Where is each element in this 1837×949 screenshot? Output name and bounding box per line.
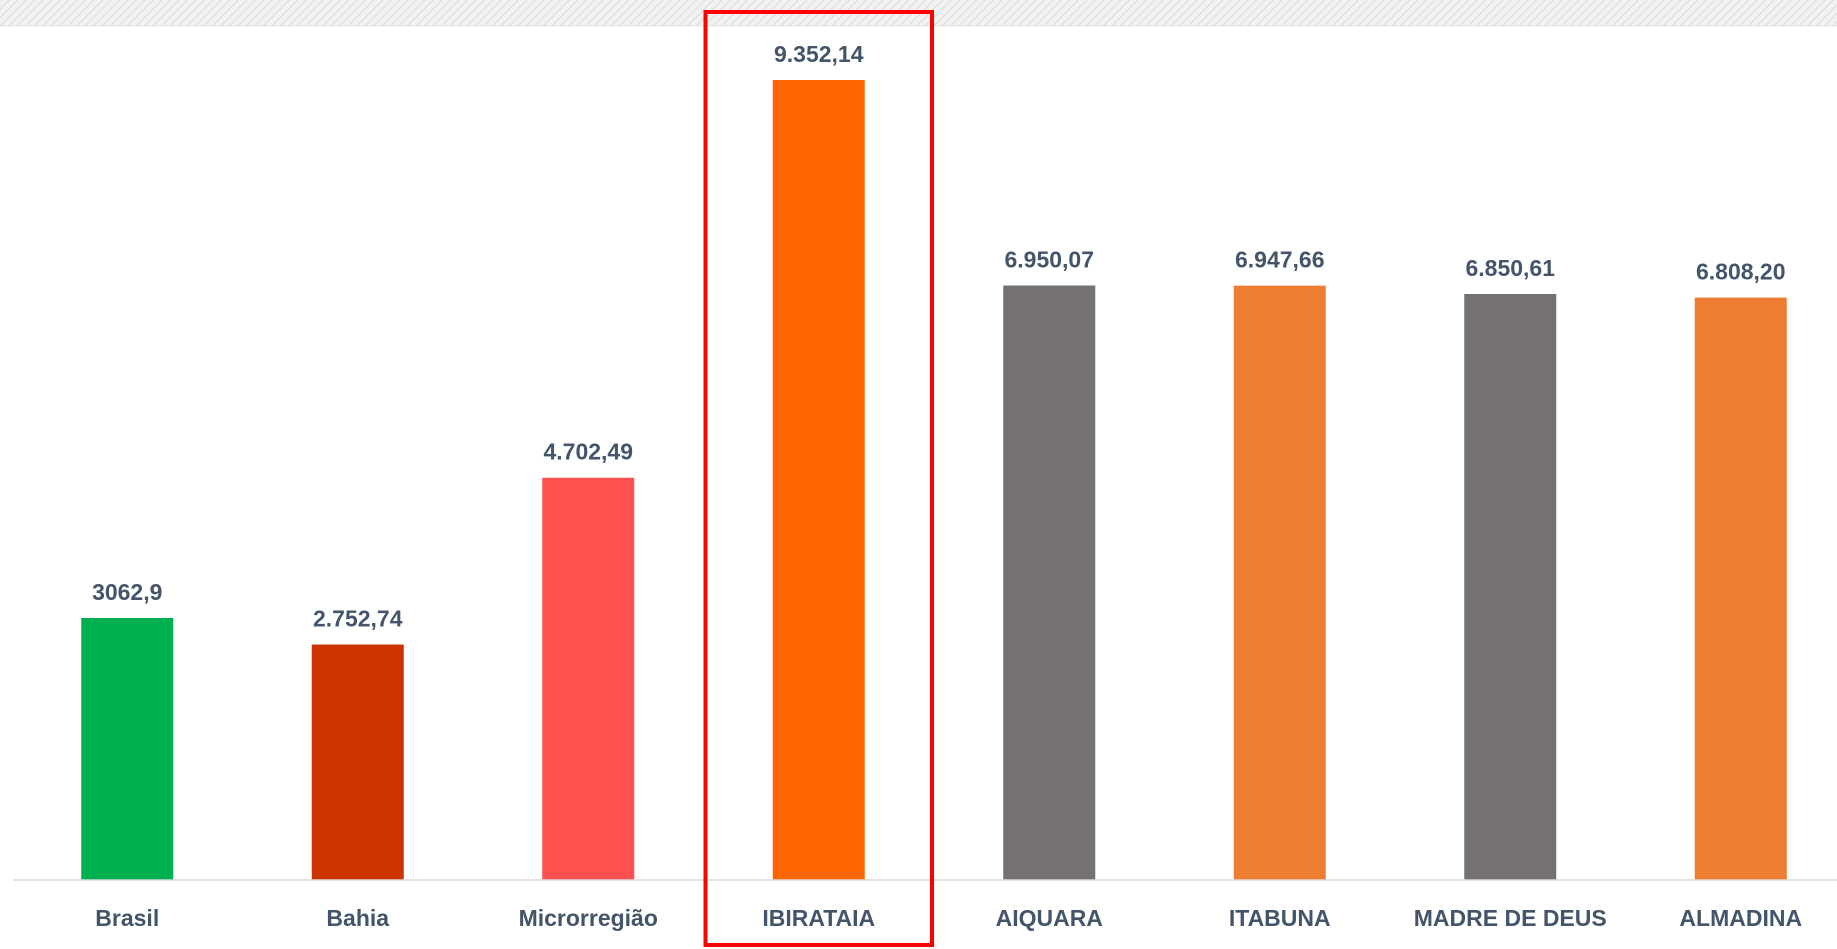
- bars-layer: [81, 80, 1787, 881]
- bar-itabuna: [1233, 285, 1326, 880]
- tick-label-microrregiao: Microrregião: [519, 905, 658, 931]
- bar-ibirataia: [772, 80, 865, 880]
- bar-microrregiao: [542, 477, 635, 880]
- bar-bahia: [311, 644, 404, 880]
- x-tick-labels: Brasil Bahia Microrregião IBIRATAIA AIQUARA I…: [95, 905, 1802, 931]
- tick-label-madre-de-deus: MADRE DE DEUS: [1414, 905, 1607, 931]
- bar-almadina: [1694, 297, 1787, 880]
- bar-madre-de-deus: [1464, 293, 1557, 880]
- tick-label-bahia: Bahia: [326, 905, 389, 931]
- value-label-brasil: 3062,9: [92, 579, 162, 605]
- bar-aiquara: [1003, 285, 1096, 881]
- tick-label-ibirataia: IBIRATAIA: [762, 905, 875, 931]
- value-label-aiquara: 6.950,07: [1004, 246, 1094, 272]
- value-label-microrregiao: 4.702,49: [543, 439, 633, 465]
- tick-label-almadina: ALMADINA: [1679, 905, 1802, 931]
- tick-label-brasil: Brasil: [95, 905, 159, 931]
- value-label-bahia: 2.752,74: [313, 606, 403, 632]
- tick-label-aiquara: AIQUARA: [996, 905, 1103, 931]
- value-label-madre-de-deus: 6.850,61: [1465, 255, 1555, 281]
- tick-label-itabuna: ITABUNA: [1229, 905, 1331, 931]
- value-label-itabuna: 6.947,66: [1235, 247, 1325, 273]
- bar-brasil: [81, 617, 174, 880]
- value-label-almadina: 6.808,20: [1696, 259, 1786, 285]
- highlight-box: [703, 10, 934, 947]
- value-labels-layer: 3062,9 2.752,74 4.702,49 9.352,14 6.950,07 6.…: [92, 41, 1785, 632]
- value-label-ibirataia: 9.352,14: [774, 41, 864, 67]
